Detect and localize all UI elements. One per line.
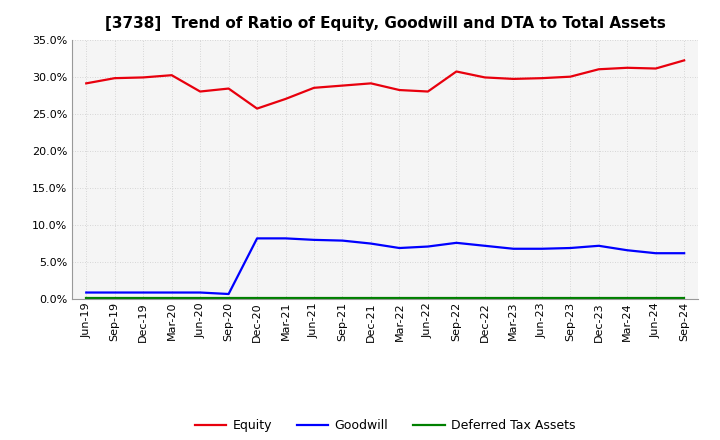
Equity — [652, 66, 660, 71]
Line: Equity: Equity — [86, 60, 684, 109]
Equity — [452, 69, 461, 74]
Equity — [225, 86, 233, 91]
Goodwill — [566, 246, 575, 251]
Deferred Tax Assets — [509, 296, 518, 301]
Equity — [366, 81, 375, 86]
Deferred Tax Assets — [196, 296, 204, 301]
Equity — [480, 75, 489, 80]
Deferred Tax Assets — [310, 296, 318, 301]
Goodwill — [110, 290, 119, 295]
Goodwill — [253, 236, 261, 241]
Deferred Tax Assets — [366, 296, 375, 301]
Deferred Tax Assets — [480, 296, 489, 301]
Deferred Tax Assets — [652, 296, 660, 301]
Equity — [537, 76, 546, 81]
Goodwill — [595, 243, 603, 249]
Goodwill — [623, 248, 631, 253]
Goodwill — [196, 290, 204, 295]
Equity — [110, 76, 119, 81]
Equity — [680, 58, 688, 63]
Equity — [82, 81, 91, 86]
Goodwill — [395, 246, 404, 251]
Deferred Tax Assets — [282, 296, 290, 301]
Deferred Tax Assets — [82, 296, 91, 301]
Equity — [623, 65, 631, 70]
Goodwill — [225, 291, 233, 297]
Deferred Tax Assets — [253, 296, 261, 301]
Line: Goodwill: Goodwill — [86, 238, 684, 294]
Deferred Tax Assets — [338, 296, 347, 301]
Title: [3738]  Trend of Ratio of Equity, Goodwill and DTA to Total Assets: [3738] Trend of Ratio of Equity, Goodwil… — [105, 16, 665, 32]
Goodwill — [509, 246, 518, 251]
Goodwill — [282, 236, 290, 241]
Goodwill — [680, 250, 688, 256]
Deferred Tax Assets — [452, 296, 461, 301]
Equity — [282, 96, 290, 102]
Goodwill — [338, 238, 347, 243]
Equity — [196, 89, 204, 94]
Deferred Tax Assets — [566, 296, 575, 301]
Deferred Tax Assets — [423, 296, 432, 301]
Equity — [253, 106, 261, 111]
Legend: Equity, Goodwill, Deferred Tax Assets: Equity, Goodwill, Deferred Tax Assets — [190, 414, 580, 437]
Goodwill — [452, 240, 461, 246]
Deferred Tax Assets — [595, 296, 603, 301]
Goodwill — [480, 243, 489, 249]
Deferred Tax Assets — [623, 296, 631, 301]
Equity — [310, 85, 318, 91]
Equity — [595, 66, 603, 72]
Deferred Tax Assets — [110, 296, 119, 301]
Equity — [167, 73, 176, 78]
Goodwill — [423, 244, 432, 249]
Deferred Tax Assets — [139, 296, 148, 301]
Goodwill — [167, 290, 176, 295]
Deferred Tax Assets — [680, 296, 688, 301]
Goodwill — [139, 290, 148, 295]
Equity — [395, 88, 404, 93]
Equity — [566, 74, 575, 79]
Deferred Tax Assets — [167, 296, 176, 301]
Equity — [423, 89, 432, 94]
Goodwill — [82, 290, 91, 295]
Goodwill — [366, 241, 375, 246]
Deferred Tax Assets — [225, 296, 233, 301]
Equity — [338, 83, 347, 88]
Goodwill — [652, 250, 660, 256]
Goodwill — [310, 237, 318, 242]
Goodwill — [537, 246, 546, 251]
Equity — [139, 75, 148, 80]
Deferred Tax Assets — [537, 296, 546, 301]
Equity — [509, 76, 518, 81]
Deferred Tax Assets — [395, 296, 404, 301]
